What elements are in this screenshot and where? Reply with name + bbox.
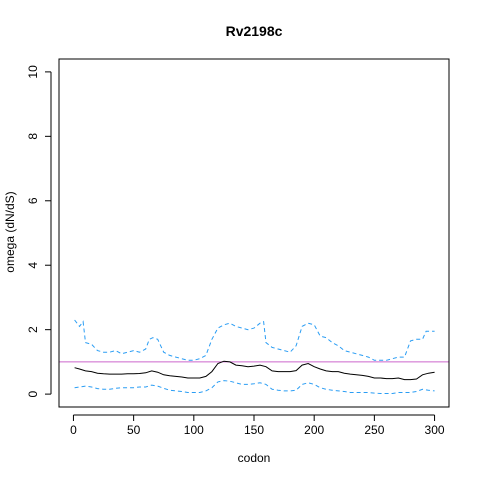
x-tick-label: 100	[184, 423, 204, 437]
chart-title: Rv2198c	[226, 23, 283, 39]
plot-layer	[59, 319, 449, 394]
y-axis-label: omega (dN/dS)	[3, 191, 17, 272]
y-tick-label: 8	[26, 133, 40, 140]
y-tick-label: 6	[26, 197, 40, 204]
y-tick-label: 10	[26, 65, 40, 79]
x-tick-label: 50	[127, 423, 141, 437]
y-tick-label: 4	[26, 262, 40, 269]
series-line-upper	[74, 319, 435, 361]
x-tick-label: 250	[364, 423, 384, 437]
series-line-estimate	[74, 360, 435, 381]
x-tick-label: 300	[425, 423, 445, 437]
x-tick-label: 200	[304, 423, 324, 437]
y-tick-label: 2	[26, 326, 40, 333]
axis-layer: 0 50 100 150 200 250 300 0 2 4 6 8 10	[26, 65, 445, 437]
series-line-lower	[74, 380, 435, 394]
y-tick-label: 0	[26, 390, 40, 397]
x-tick-label: 0	[70, 423, 77, 437]
x-tick-label: 150	[244, 423, 264, 437]
plot-frame	[58, 58, 450, 408]
x-axis-label: codon	[238, 451, 271, 465]
